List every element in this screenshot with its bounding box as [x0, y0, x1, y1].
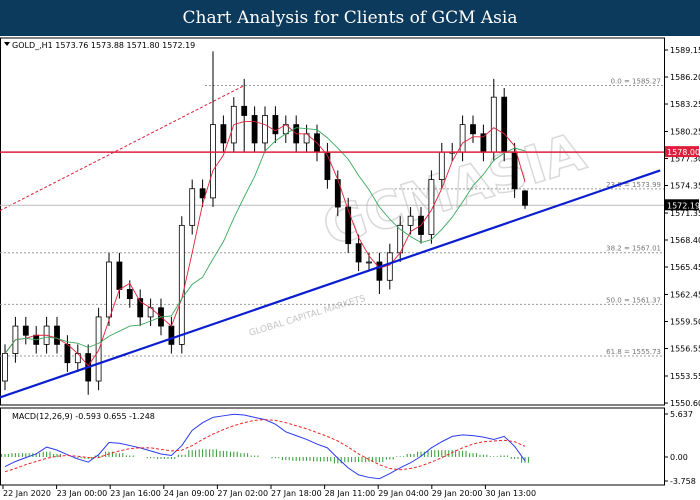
candle-body [22, 325, 29, 336]
y-tick-label: 1583.25 [670, 100, 700, 109]
fib-level-label: 61.8 = 1555.73 [606, 348, 661, 356]
y-tick-label: 1574.35 [670, 182, 700, 191]
candle-body [126, 289, 133, 300]
x-tick-label: 29 Jan 04:00 [378, 489, 429, 498]
x-tick-label: 23 Jan 00:00 [57, 489, 108, 498]
candle-body [366, 261, 372, 264]
slow-moving-average [4, 127, 526, 354]
fib-level-label: 50.0 = 1561.37 [606, 296, 661, 304]
y-tick-label: 1568.40 [670, 236, 700, 245]
price-chart: 1589.15 1586.20 1583.25 1580.25 1577.30 1574.… [0, 37, 700, 498]
candle-body [241, 105, 248, 116]
macd-y-tick-label: 5.637 [670, 410, 693, 419]
x-tick-label: 27 Jan 18:00 [271, 489, 322, 498]
candle-body [522, 190, 528, 206]
y-tick-label: 1565.45 [670, 263, 700, 272]
candle-body [220, 124, 227, 144]
macd-label: MACD(12,26,9) -0.593 0.655 -1.248 [12, 412, 155, 421]
fib-level-label: 38.2 = 1567.01 [606, 245, 661, 253]
page-title: Chart Analysis for Clients of GCM Asia [0, 0, 700, 36]
resistance-price-tag [665, 146, 699, 158]
x-tick-label: 28 Jan 11:00 [325, 489, 376, 498]
x-tick-label: 23 Jan 16:00 [110, 489, 161, 498]
candle-body [106, 261, 112, 318]
y-tick-label: 1556.55 [670, 345, 700, 354]
candle-body [355, 243, 362, 263]
candle-body [407, 215, 414, 226]
candle-body [376, 261, 383, 281]
candle-body [168, 325, 175, 345]
candle-body [116, 261, 123, 290]
fib-level-label: 23.6 = 1573.99 [606, 181, 661, 189]
x-tick-label: 29 Jan 20:00 [432, 489, 483, 498]
macd-signal-line [4, 419, 526, 473]
candle-body [272, 115, 279, 135]
y-tick-label: 1586.20 [670, 73, 700, 82]
candle-body [428, 179, 435, 235]
y-tick-label: 1580.25 [670, 127, 700, 136]
y-tick-label: 1589.15 [670, 46, 700, 55]
fast-moving-average [4, 121, 526, 367]
candle-body [470, 124, 476, 135]
candle-body [137, 298, 144, 318]
y-tick-label: 1571.35 [670, 209, 700, 218]
y-tick-label: 1562.45 [670, 290, 700, 299]
current-price-label: 1572.19 [667, 201, 700, 210]
y-tick-label: 1553.55 [670, 372, 700, 381]
watermark-subtitle: GLOBAL CAPITAL MARKETS [248, 294, 367, 339]
fib-level-label: 0.0 = 1585.27 [611, 78, 661, 86]
candle-body [511, 151, 518, 190]
candle-body [210, 124, 216, 199]
x-tick-label: 24 Jan 09:00 [164, 489, 215, 498]
candle-body [2, 353, 8, 382]
candle-body [438, 151, 445, 180]
candle-body [54, 325, 60, 345]
x-tick-label: 27 Jan 02:00 [217, 489, 268, 498]
trendline [0, 169, 661, 399]
y-tick-label: 1577.30 [670, 155, 700, 164]
y-tick-label: 1559.50 [670, 318, 700, 327]
macd-panel-frame [0, 407, 665, 486]
candle-body [199, 188, 206, 199]
candle-body [501, 96, 508, 153]
candle-body [386, 252, 393, 281]
candle-body [262, 115, 268, 144]
candle-body [95, 316, 102, 382]
candle-body [345, 206, 352, 245]
macd-y-tick-label: -3.758 [670, 477, 696, 486]
candle-body [459, 124, 466, 153]
symbol-label: GOLD_,H1 1573.76 1573.88 1571.80 1572.19 [12, 41, 195, 50]
x-tick-label: 22 Jan 2020 [3, 489, 51, 498]
main-panel-frame [0, 37, 665, 406]
macd-y-tick-label: 0.00 [670, 453, 688, 462]
candle-body [251, 115, 258, 144]
dropdown-triangle-icon[interactable] [4, 42, 10, 46]
macd-main-line [4, 413, 526, 480]
candle-body [189, 188, 196, 226]
fib-retracement-line [0, 85, 245, 212]
candle-body [64, 343, 71, 364]
resistance-price-label: 1578.00 [667, 148, 700, 157]
x-tick-label: 30 Jan 13:00 [485, 489, 536, 498]
current-price-tag [665, 199, 699, 211]
candle-body [490, 96, 497, 153]
watermark-logo: GCMASIA [316, 122, 592, 258]
candle-body [178, 224, 185, 345]
y-tick-label: 1550.60 [670, 399, 700, 408]
